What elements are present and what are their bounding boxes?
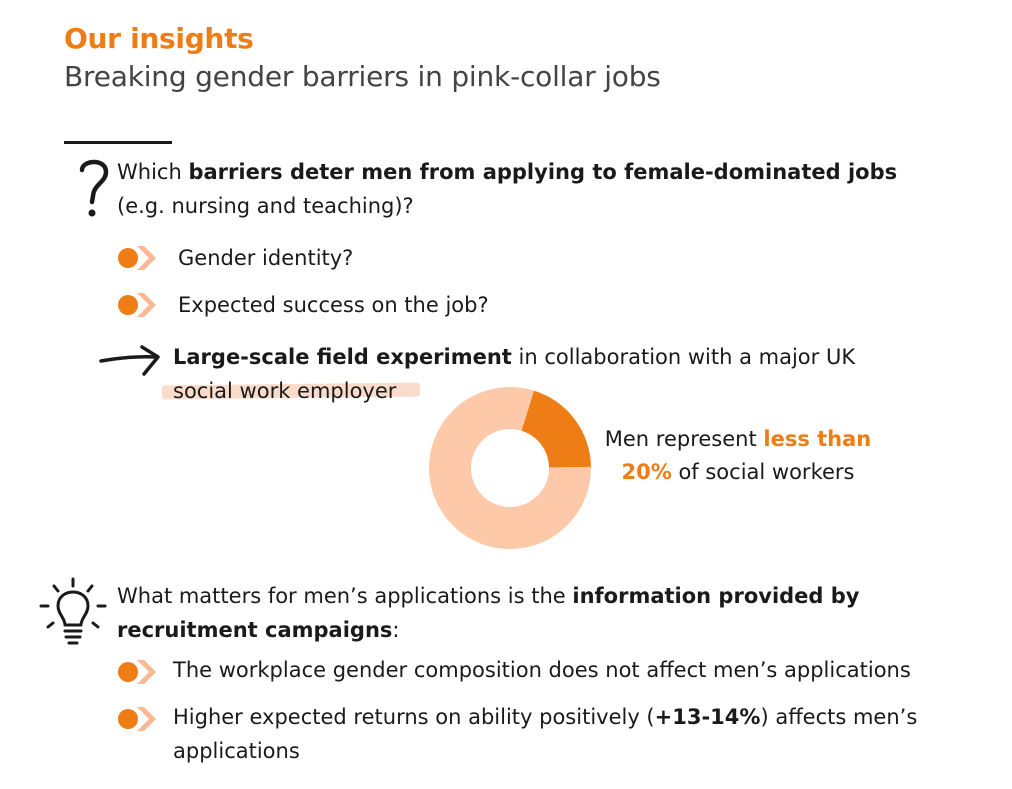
finding-returns-line-1: Higher expected returns on ability posit… <box>173 700 917 734</box>
experiment-line-2: social work employer <box>173 379 397 403</box>
insight-line-2: recruitment campaigns: <box>117 613 399 647</box>
bullet-gender-identity: Gender identity? <box>178 246 354 270</box>
stat-accent-2: 20% <box>621 460 672 484</box>
experiment-line-1: Large-scale field experiment in collabor… <box>173 340 855 374</box>
donut-chart <box>429 387 591 549</box>
title-divider <box>64 141 172 144</box>
question-prefix: Which <box>117 160 189 184</box>
page-title: Our insights <box>64 22 254 55</box>
stat-prefix: Men represent <box>604 427 764 451</box>
finding-gender-composition: The workplace gender composition does no… <box>173 658 911 682</box>
donut-slice-women <box>429 387 591 549</box>
question-line-1: Which barriers deter men from applying t… <box>117 155 897 189</box>
insight-emphasis-1: information provided by <box>572 584 860 608</box>
donut-slice-men <box>521 390 591 468</box>
experiment-emphasis: Large-scale field experiment <box>173 345 512 369</box>
bullet-chevron-icon <box>118 660 156 684</box>
stat-line-1: Men represent less than <box>597 423 879 456</box>
insight-prefix: What matters for men’s applications is t… <box>117 584 573 608</box>
question-line-2: (e.g. nursing and teaching)? <box>117 194 414 218</box>
bullet-chevron-icon <box>118 246 156 270</box>
insight-line-1: What matters for men’s applications is t… <box>117 579 859 613</box>
lightbulb-icon <box>39 577 107 645</box>
finding-returns-suffix: ) affects men’s <box>760 705 918 729</box>
stat-rest: of social workers <box>671 460 855 484</box>
insight-emphasis-2: recruitment campaigns <box>117 618 393 642</box>
finding-returns-prefix: Higher expected returns on ability posit… <box>173 705 655 729</box>
finding-returns-value: +13-14% <box>654 705 761 729</box>
finding-returns-line-2: applications <box>173 739 300 763</box>
question-emphasis: barriers deter men from applying to fema… <box>188 160 898 184</box>
arrow-right-icon <box>99 345 160 376</box>
bullet-expected-success: Expected success on the job? <box>178 293 489 317</box>
stat-accent-1: less than <box>763 427 872 451</box>
insight-colon: : <box>392 618 400 642</box>
bullet-chevron-icon <box>118 707 156 731</box>
question-mark-icon <box>79 159 109 217</box>
experiment-rest: in collaboration with a major UK <box>511 345 856 369</box>
bullet-chevron-icon <box>118 293 156 317</box>
page-subtitle: Breaking gender barriers in pink-collar … <box>64 60 661 93</box>
stat-line-2: 20% of social workers <box>597 456 879 489</box>
